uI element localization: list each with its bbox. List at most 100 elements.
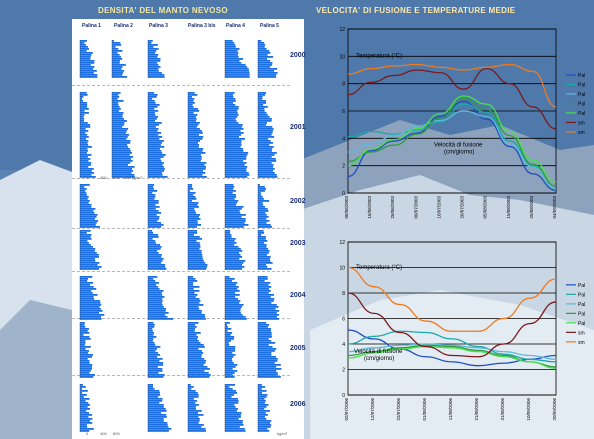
density-bar xyxy=(112,50,123,52)
density-bar xyxy=(80,348,86,350)
density-bar xyxy=(258,142,273,144)
density-bar xyxy=(80,400,86,402)
density-bar xyxy=(258,368,282,370)
density-bar xyxy=(225,302,240,304)
density-bar xyxy=(225,268,243,270)
density-bar xyxy=(80,338,91,340)
density-bar xyxy=(258,96,263,98)
density-bar xyxy=(80,124,90,126)
density-bar xyxy=(188,242,200,244)
density-bar xyxy=(188,332,201,334)
density-bar xyxy=(225,356,234,358)
density-bar xyxy=(225,208,242,210)
density-bar xyxy=(80,218,95,220)
density-bar xyxy=(80,300,100,302)
series-line xyxy=(347,103,557,190)
density-bar xyxy=(188,288,194,290)
density-bar xyxy=(148,286,159,288)
density-bar xyxy=(258,328,271,330)
density-bar xyxy=(225,384,235,386)
density-bar xyxy=(225,52,239,54)
density-bar xyxy=(148,226,162,228)
density-bar xyxy=(258,416,265,418)
density-bar xyxy=(225,260,246,262)
density-bar xyxy=(225,230,231,232)
density-bar xyxy=(188,190,190,192)
density-bar xyxy=(225,330,228,332)
density-bar xyxy=(148,44,158,46)
density-bar xyxy=(225,250,243,252)
density-bar xyxy=(258,214,267,216)
density-bar xyxy=(148,56,158,58)
density-bar xyxy=(225,282,238,284)
density-bar xyxy=(225,204,236,206)
density-bar xyxy=(148,106,158,108)
density-bar xyxy=(188,360,206,362)
density-bar xyxy=(258,56,274,58)
density-bar xyxy=(188,168,206,170)
density-bar xyxy=(225,426,240,428)
density-bar xyxy=(80,166,89,168)
density-bar xyxy=(225,174,250,176)
density-bar xyxy=(80,286,94,288)
density-bar xyxy=(225,226,244,228)
density-bar xyxy=(148,208,156,210)
density-bar xyxy=(225,252,240,254)
density-bar xyxy=(112,74,123,76)
density-bar xyxy=(188,148,204,150)
density-bar xyxy=(258,232,265,234)
density-bar xyxy=(80,190,86,192)
density-bar xyxy=(258,174,277,176)
legend-label: Pal xyxy=(578,92,585,98)
density-bar xyxy=(258,252,269,254)
density-bar xyxy=(188,134,199,136)
density-bar xyxy=(80,314,105,316)
density-bar xyxy=(258,144,270,146)
density-bar xyxy=(148,192,153,194)
density-bar xyxy=(188,310,202,312)
density-bar xyxy=(148,52,156,54)
density-bar xyxy=(148,312,169,314)
density-bar xyxy=(258,158,276,160)
density-bar xyxy=(188,260,204,262)
density-bar xyxy=(148,204,156,206)
density-bar xyxy=(80,74,98,76)
density-bar xyxy=(80,402,89,404)
density-bar xyxy=(80,246,93,248)
density-bar xyxy=(188,322,199,324)
density-bar xyxy=(258,106,268,108)
density-bar xyxy=(188,374,211,376)
density-bar xyxy=(225,138,245,140)
density-bar xyxy=(258,216,269,218)
density-bar xyxy=(188,202,199,204)
density-bar xyxy=(188,280,198,282)
density-bar xyxy=(225,236,232,238)
density-bar xyxy=(80,76,98,78)
density-bar xyxy=(225,62,242,64)
density-bar xyxy=(148,276,158,278)
density-bar xyxy=(258,238,266,240)
density-bar xyxy=(148,356,158,358)
density-bar xyxy=(225,266,245,268)
density-bar xyxy=(258,150,272,152)
density-bar xyxy=(188,298,200,300)
density-bar xyxy=(258,352,272,354)
density-bar xyxy=(148,408,166,410)
density-bar xyxy=(188,120,197,122)
density-bar xyxy=(258,292,269,294)
density-bar xyxy=(80,198,88,200)
density-bar xyxy=(80,118,85,120)
density-bar xyxy=(258,102,267,104)
density-bar xyxy=(258,188,266,190)
x-tick-label: 11/08/2006 xyxy=(448,398,453,421)
density-bar xyxy=(80,346,91,348)
density-bar xyxy=(148,134,159,136)
density-bar xyxy=(188,354,202,356)
density-bar xyxy=(80,260,96,262)
density-bar xyxy=(148,120,155,122)
density-tick: 0 xyxy=(86,431,89,436)
density-bar xyxy=(80,304,102,306)
density-bar xyxy=(112,56,121,58)
density-bar xyxy=(80,356,92,358)
density-bar xyxy=(188,192,196,194)
